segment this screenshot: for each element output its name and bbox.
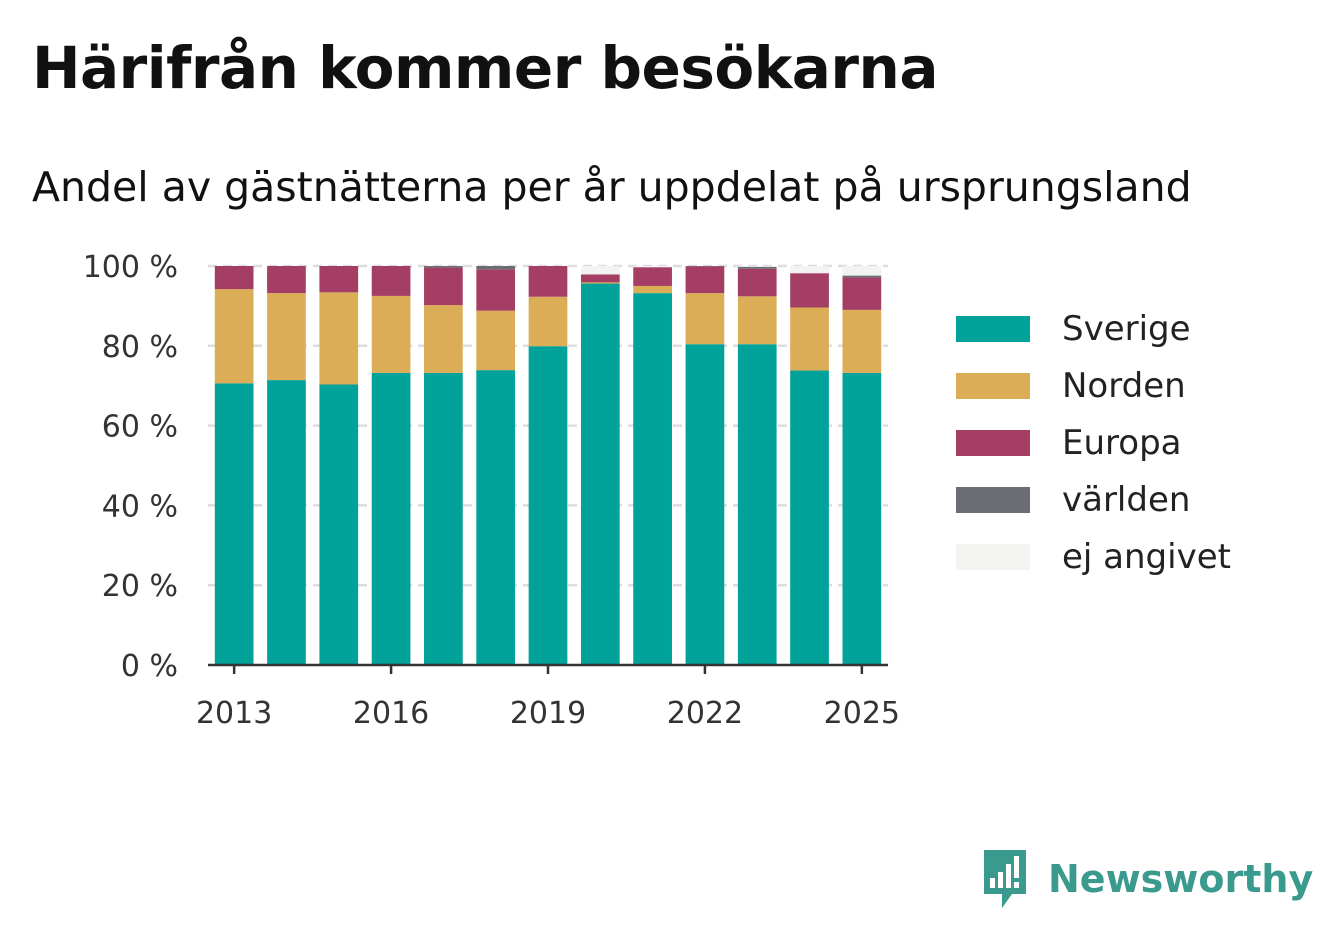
bar-segment-2021-s2 (633, 267, 672, 286)
legend-label-varlden: världen (1062, 479, 1191, 520)
bar-segment-2023-s4 (737, 266, 777, 267)
bar-segment-2017-s1 (424, 305, 463, 373)
bar-segment-2020-s2 (580, 274, 620, 283)
legend-item-europa: Europa (956, 414, 1231, 471)
bar-segment-2020-s1 (580, 282, 620, 284)
bar-segment-2015-s2 (319, 266, 359, 293)
bar-segment-2022-s0 (685, 344, 725, 665)
legend-swatch-sverige (956, 315, 1030, 342)
bar-segment-2025-s1 (842, 309, 882, 373)
legend-item-varlden: världen (956, 471, 1231, 528)
bar-segment-2013-s1 (214, 289, 254, 384)
chart-legend: Sverige Norden Europa världen ej angivet (956, 300, 1231, 585)
bar-segment-2018-s2 (476, 269, 516, 311)
bar-segment-2022-s1 (685, 293, 725, 345)
bar-segment-2013-s2 (214, 266, 254, 290)
bar-segment-2025-s4 (842, 266, 882, 276)
bar-segment-2018-s3 (476, 266, 516, 270)
bar-segment-2017-s0 (424, 372, 463, 665)
bar-segment-2016-s0 (371, 372, 411, 665)
legend-item-norden: Norden (956, 357, 1231, 414)
bar-segment-2016-s2 (371, 266, 411, 296)
legend-label-ej-angivet: ej angivet (1062, 536, 1231, 577)
bar-segment-2024-s0 (790, 370, 829, 665)
bar-segment-2016-s1 (371, 295, 411, 373)
x-tick-label: 2025 (824, 696, 900, 731)
legend-label-norden: Norden (1062, 365, 1186, 406)
legend-swatch-ej-angivet (956, 543, 1030, 570)
legend-swatch-europa (956, 429, 1030, 456)
bar-segment-2023-s1 (737, 296, 777, 345)
bar-segment-2025-s0 (842, 372, 882, 665)
bar-segment-2025-s3 (842, 275, 882, 278)
bar-segment-2014-s0 (267, 380, 306, 665)
x-tick-label: 2019 (510, 696, 586, 731)
bar-segment-2017-s2 (424, 267, 463, 306)
chart-speech-bubble-icon (984, 850, 1026, 908)
bar-segment-2017-s3 (424, 266, 463, 268)
bar-segment-2021-s0 (633, 293, 672, 665)
legend-label-sverige: Sverige (1062, 308, 1191, 349)
bar-segment-2020-s4 (580, 266, 620, 275)
bar-segment-2015-s0 (319, 384, 359, 665)
bar-segment-2018-s1 (476, 310, 516, 371)
y-tick-label: 100 % (83, 250, 178, 285)
bar-segment-2025-s2 (842, 277, 882, 310)
bar-segment-2018-s0 (476, 370, 516, 665)
bar-segment-2014-s2 (267, 266, 306, 294)
legend-swatch-norden (956, 372, 1030, 399)
brand-logo[interactable]: Newsworthy (980, 846, 1313, 912)
bar-segment-2014-s1 (267, 293, 306, 381)
bar-segment-2021-s1 (633, 285, 672, 294)
bar-segment-2019-s1 (528, 296, 568, 347)
bar-segment-2020-s0 (580, 283, 620, 665)
bar-segment-2024-s2 (790, 273, 829, 308)
bar-segment-2013-s0 (214, 383, 254, 665)
bar-segment-2023-s0 (737, 344, 777, 665)
bar-segment-2023-s2 (737, 268, 777, 297)
legend-item-sverige: Sverige (956, 300, 1231, 357)
brand-name: Newsworthy (1048, 857, 1314, 901)
chart-title: Härifrån kommer besökarna (32, 34, 938, 102)
bar-segment-2024-s4 (790, 266, 829, 274)
x-tick-label: 2013 (196, 696, 272, 731)
bar-segment-2015-s1 (319, 292, 359, 385)
y-tick-label: 40 % (102, 489, 178, 524)
x-tick-label: 2016 (353, 696, 429, 731)
y-tick-label: 0 % (121, 649, 178, 684)
y-tick-label: 80 % (102, 330, 178, 365)
legend-label-europa: Europa (1062, 422, 1182, 463)
x-tick-label: 2022 (667, 696, 743, 731)
y-tick-label: 20 % (102, 569, 178, 604)
bar-segment-2024-s1 (790, 307, 829, 371)
bar-segment-2021-s4 (633, 266, 672, 268)
bar-segment-2019-s0 (528, 346, 568, 665)
y-tick-label: 60 % (102, 410, 178, 445)
legend-swatch-varlden (956, 486, 1030, 513)
bar-segment-2019-s2 (528, 266, 568, 297)
legend-item-ej-angivet: ej angivet (956, 528, 1231, 585)
bar-segment-2023-s3 (737, 266, 777, 269)
bar-segment-2022-s2 (685, 266, 725, 294)
chart-subtitle: Andel av gästnätterna per år uppdelat på… (32, 163, 1192, 211)
